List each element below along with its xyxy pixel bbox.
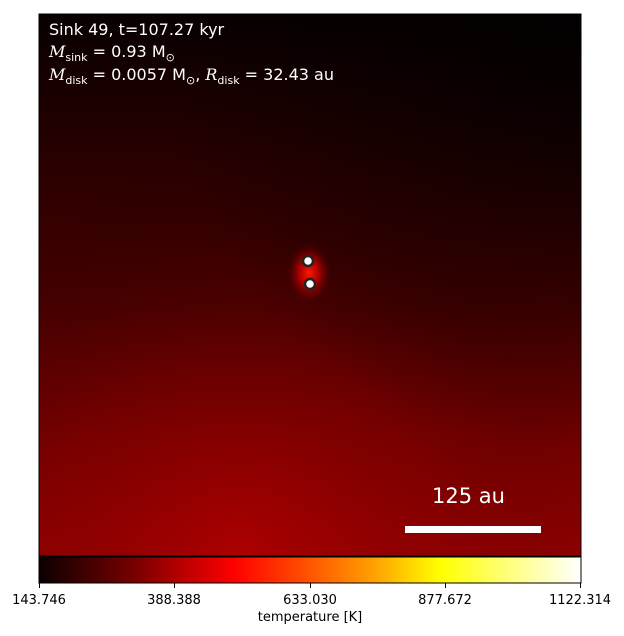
scale-bar [405, 526, 541, 533]
separator: , [195, 65, 206, 84]
disk-properties-label: Mdisk = 0.0057 M⊙, Rdisk = 32.43 au [49, 65, 334, 87]
sink-marker-1 [301, 254, 315, 268]
sink-info-label: Sink 49, t=107.27 kyr [49, 20, 224, 39]
solar-symbol: ⊙ [165, 51, 175, 65]
r-disk-value: = 32.43 au [239, 65, 334, 84]
m-sink-symbol: M [49, 42, 66, 61]
scale-bar-label: 125 au [432, 484, 505, 508]
colorbar-tick-label: 388.388 [147, 593, 201, 608]
map-frame [38, 13, 582, 557]
m-sink-subscript: sink [65, 51, 88, 65]
sink-glow [287, 243, 331, 303]
colorbar-tick-label: 633.030 [283, 593, 337, 608]
colorbar-tick-label: 143.746 [12, 593, 66, 608]
r-disk-subscript: disk [217, 74, 240, 88]
colorbar-tick-label: 877.672 [418, 593, 472, 608]
colorbar-tick-marks [39, 583, 581, 588]
sink-time-text: Sink 49, t=107.27 kyr [49, 20, 225, 39]
r-disk-symbol: R [205, 65, 218, 84]
colorbar-label: temperature [K] [257, 610, 363, 625]
m-disk-subscript: disk [65, 74, 88, 88]
colorbar [38, 556, 582, 584]
m-disk-value: = 0.0057 M [87, 65, 186, 84]
m-sink-value: = 0.93 M [87, 42, 166, 61]
sink-marker-2 [303, 277, 317, 291]
sink-mass-label: Msink = 0.93 M⊙ [49, 42, 175, 64]
m-disk-symbol: M [49, 65, 66, 84]
colorbar-tick-label: 1122.314 [548, 593, 612, 608]
solar-symbol: ⊙ [185, 74, 196, 88]
